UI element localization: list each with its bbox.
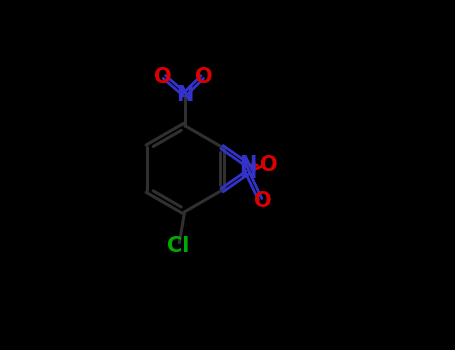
- Text: O: O: [154, 67, 172, 87]
- Text: Cl: Cl: [167, 236, 189, 256]
- Text: O: O: [260, 155, 278, 175]
- Text: N: N: [176, 85, 193, 105]
- Text: N: N: [239, 155, 256, 175]
- Text: O: O: [195, 67, 212, 87]
- Text: N: N: [239, 162, 256, 182]
- Text: O: O: [254, 191, 272, 211]
